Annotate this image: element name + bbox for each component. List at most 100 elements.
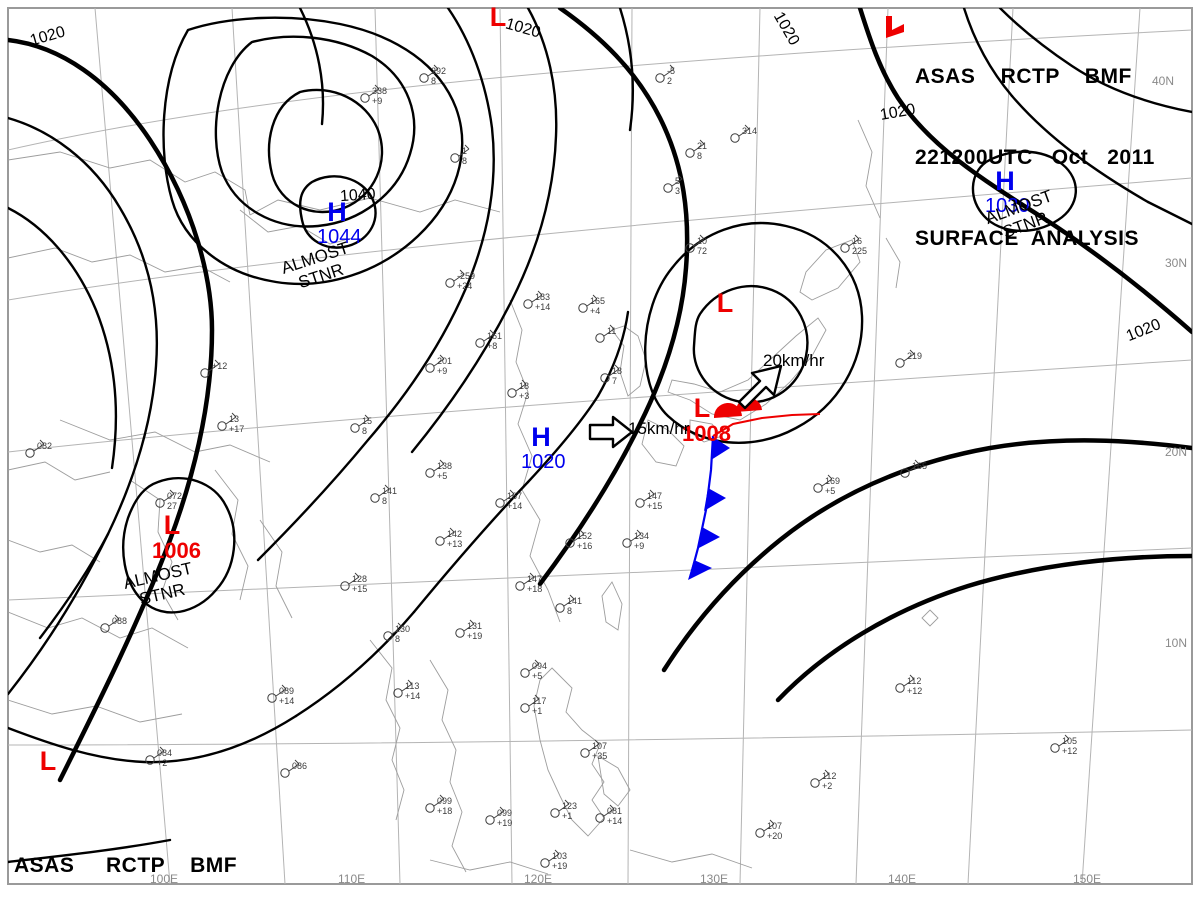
graticule-label-150E: 150E [1073,872,1102,886]
station-symbol [25,448,35,458]
station-pressure-value: -5 [667,66,676,76]
wind-barb [453,269,465,282]
wind-barb [1058,734,1070,747]
warm-front-line [712,413,821,437]
station-pressure-value: 314 [742,126,758,136]
station-tendency-value: 2 [667,76,673,86]
wind-barb [427,64,439,77]
station-pressure-value: 167 [507,491,523,501]
station-symbol [520,703,530,713]
wind-barb [763,819,775,832]
wind-barb [608,364,620,377]
arrow-15kmhr [588,415,634,449]
station-pressure-value: 141 [382,486,398,496]
station-tendency-value: 8 [362,426,368,436]
wind-barb [108,614,120,627]
station-symbol [419,73,429,83]
station-symbol [755,828,765,838]
station-pressure-value: 082 [37,441,53,451]
station-symbol [425,803,435,813]
wind-barb [391,622,403,635]
pressure-value: 1044 [317,226,362,248]
wind-barb [483,329,495,342]
station-pressure-value: 142 [447,529,463,539]
station-pressure-value: 11 [607,326,617,336]
wind-barb [515,379,527,392]
station-tendency-value: 8 [431,76,437,86]
title-block-top: ASAS RCTP BMF 221200UTC Oct 2011 SURFACE… [915,9,1155,306]
station-pressure-value: 147 [647,491,663,501]
station-symbol [145,755,155,765]
wind-barb [548,849,560,862]
station-pressure-value: +12 [212,361,228,371]
station-pressure-value: 105 [1062,736,1078,746]
wind-barb [643,489,655,502]
station-pressure-value: 099 [497,808,513,818]
station-pressure-value: 152 [577,531,593,541]
station-tendency-value: 3 [675,186,681,196]
station-symbol [685,243,695,253]
station-symbol [445,278,455,288]
high-glyph: H [327,197,347,227]
station-symbol [425,363,435,373]
wind-barb [848,234,860,247]
wind-barb [903,674,915,687]
pressure-value: 1006 [152,538,201,563]
title-top-line3: SURFACE ANALYSIS [915,227,1139,250]
station-symbol [550,808,560,818]
station-tendency-value: +17 [229,424,245,434]
station-symbol [578,303,588,313]
wind-barb [378,484,390,497]
station-tendency-value: 27 [167,501,178,511]
station-symbol [350,423,360,433]
wind-barb [458,144,470,157]
station-symbol [523,299,533,309]
station-pressure-value: 15 [362,416,373,426]
station-symbol [393,688,403,698]
station-symbol [340,581,350,591]
wind-barb [33,439,45,452]
station-pressure-value: 21 [697,141,708,151]
cold-front-pips [688,437,730,580]
graticule-label-30N: 30N [1165,256,1188,270]
station-pressure-value: 141 [567,596,583,606]
low-marker-icon-title [886,16,904,38]
wind-barb [163,489,175,502]
station-symbol [685,148,695,158]
wind-barb [208,359,220,372]
speed-label-arrow-china-high: 15km/hr [628,419,690,438]
station-symbol [595,813,605,823]
wind-barb [503,489,515,502]
station-symbol [730,133,740,143]
station-pressure-value: 161 [487,331,503,341]
station-pressure-value: 338 [372,86,388,96]
station-tendency-value: +14 [405,691,421,701]
pressure-system-low-sw: L [28,748,68,775]
low-glyph: L [693,393,711,423]
station-symbol [565,538,575,548]
station-pressure-value: 5 [675,176,681,186]
wind-barb [671,174,683,187]
station-pressure-value: 165 [590,296,606,306]
station-tendency-value: 8 [395,634,401,644]
graticule-label-100E: 100E [150,872,179,886]
wind-barb [630,529,642,542]
wind-barb [663,64,675,77]
wind-barb [463,619,475,632]
station-tendency-value: +9 [437,366,448,376]
station-symbol [895,683,905,693]
station-symbol [495,498,505,508]
station-symbol [655,73,665,83]
pressure-system-low-sea: L [705,290,745,317]
pressure-system-high-east: H 1030 [985,168,1030,217]
low-glyph: L [163,510,181,540]
wind-barb [818,769,830,782]
station-tendency-value: +12 [1062,746,1078,756]
wind-barb [903,349,915,362]
station-pressure-value: 094 [532,661,548,671]
station-symbol [810,778,820,788]
station-tendency-value: +9 [634,541,645,551]
wind-barb [563,594,575,607]
wind-barb [908,459,920,472]
